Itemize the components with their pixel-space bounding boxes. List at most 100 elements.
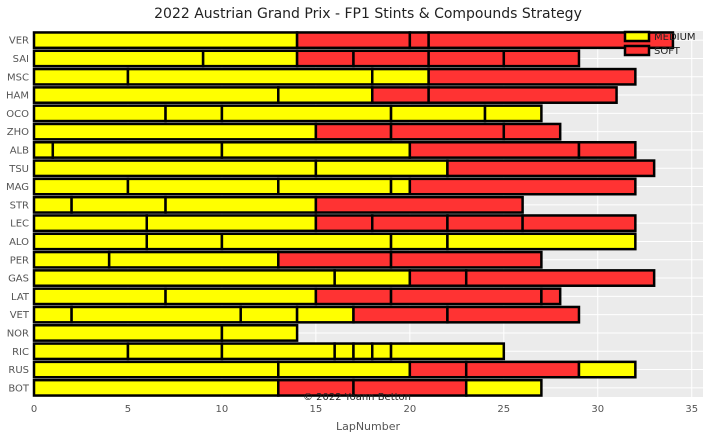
stint-bar [427, 49, 506, 68]
stint-bar [32, 177, 130, 196]
stint-bar [32, 195, 73, 214]
copyright-annotation: © 2022 Yoann Betton [303, 392, 411, 403]
stint-bar [32, 378, 280, 397]
stint-bar [371, 342, 393, 361]
stint-bar [464, 269, 656, 287]
stint-bar [145, 214, 318, 233]
stint-bar [32, 360, 280, 379]
driver-label: ALB [10, 145, 29, 156]
legend-swatch [623, 44, 651, 57]
stint-bar [389, 342, 506, 361]
stint-bar [502, 122, 562, 141]
stint-bar [577, 141, 637, 159]
stint-bar [389, 232, 449, 251]
stint-bar [145, 232, 224, 251]
stint-bar [314, 195, 524, 214]
stint-bar [389, 287, 543, 306]
stint-bar [371, 67, 430, 86]
x-tick-label: 35 [685, 404, 698, 415]
stint-bar [408, 31, 430, 50]
stint-bar [540, 287, 562, 306]
stint-bar [51, 141, 224, 159]
stint-bar [408, 269, 468, 287]
stint-bar [220, 342, 336, 361]
stint-bar [32, 214, 149, 233]
stint-bar [32, 49, 205, 68]
stint-bar [352, 342, 374, 361]
stint-bar [333, 342, 355, 361]
driver-label: OCO [6, 109, 29, 120]
stint-bar [464, 378, 543, 397]
driver-label: SAI [13, 54, 29, 65]
x-tick-label: 15 [310, 404, 323, 415]
stint-bar [521, 214, 637, 233]
stint-bar [389, 250, 543, 269]
stint-bar [220, 232, 393, 251]
x-tick-label: 25 [497, 404, 510, 415]
stint-bar [32, 86, 280, 104]
stint-bar [295, 49, 355, 68]
stint-bar [295, 31, 412, 50]
stint-bar [32, 141, 55, 159]
stint-bar [32, 287, 167, 306]
stint-bar [277, 250, 393, 269]
stint-bar [483, 104, 543, 123]
stint-bar [352, 49, 430, 68]
legend-swatch [623, 30, 651, 43]
driver-label: ALO [9, 237, 29, 248]
stint-bar [70, 195, 167, 214]
stint-bar [277, 177, 393, 196]
stint-bar [352, 305, 449, 324]
driver-label: LAT [11, 292, 30, 303]
stint-bar [277, 360, 412, 379]
stint-bar [239, 305, 299, 324]
stint-bar [32, 324, 224, 342]
driver-label: TSU [8, 164, 29, 175]
stint-bar [32, 232, 149, 251]
stint-bar [220, 104, 393, 123]
driver-label: RIC [12, 347, 29, 358]
stint-bar [371, 86, 430, 104]
stint-bar [333, 269, 412, 287]
chart-title: 2022 Austrian Grand Prix - FP1 Stints & … [154, 6, 582, 22]
stint-bar [277, 86, 374, 104]
stint-bar [164, 195, 318, 214]
stint-bar [408, 360, 468, 379]
stint-bar [32, 305, 73, 324]
stint-bar [427, 67, 637, 86]
driver-label: MAG [6, 182, 29, 193]
stint-bar [446, 214, 524, 233]
stint-bar [295, 305, 355, 324]
x-axis-label: LapNumber [336, 420, 401, 433]
driver-label: MSC [7, 72, 29, 83]
stint-bar [446, 159, 656, 178]
stint-bar [389, 177, 412, 196]
stint-bar [32, 159, 318, 178]
stint-bar [314, 159, 449, 178]
stint-bar [32, 250, 111, 269]
stint-bar [427, 31, 675, 50]
stint-bar [314, 287, 393, 306]
plot-area [34, 31, 703, 397]
driver-label: NOR [7, 328, 29, 339]
x-tick-label: 0 [31, 404, 37, 415]
driver-label: PER [10, 255, 29, 266]
driver-label: VER [9, 36, 29, 47]
driver-label: GAS [8, 274, 29, 285]
y-axis-ticks: VER SAI MSC HAM OCO ZHO ALB TSU MAG STR LEC ALO PER G… [6, 36, 30, 395]
driver-label: STR [10, 200, 29, 211]
stint-bar [446, 232, 637, 251]
x-tick-label: 5 [125, 404, 131, 415]
driver-label: LEC [10, 219, 29, 230]
stint-bar [126, 342, 224, 361]
stint-bar [314, 122, 393, 141]
legend-label: SOFT [654, 46, 681, 57]
stint-bar [220, 324, 299, 342]
driver-label: HAM [6, 91, 29, 102]
stint-bar [70, 305, 242, 324]
stint-bar [577, 360, 637, 379]
stint-bar [126, 67, 374, 86]
stint-bar [32, 122, 318, 141]
stint-bars [32, 31, 675, 397]
